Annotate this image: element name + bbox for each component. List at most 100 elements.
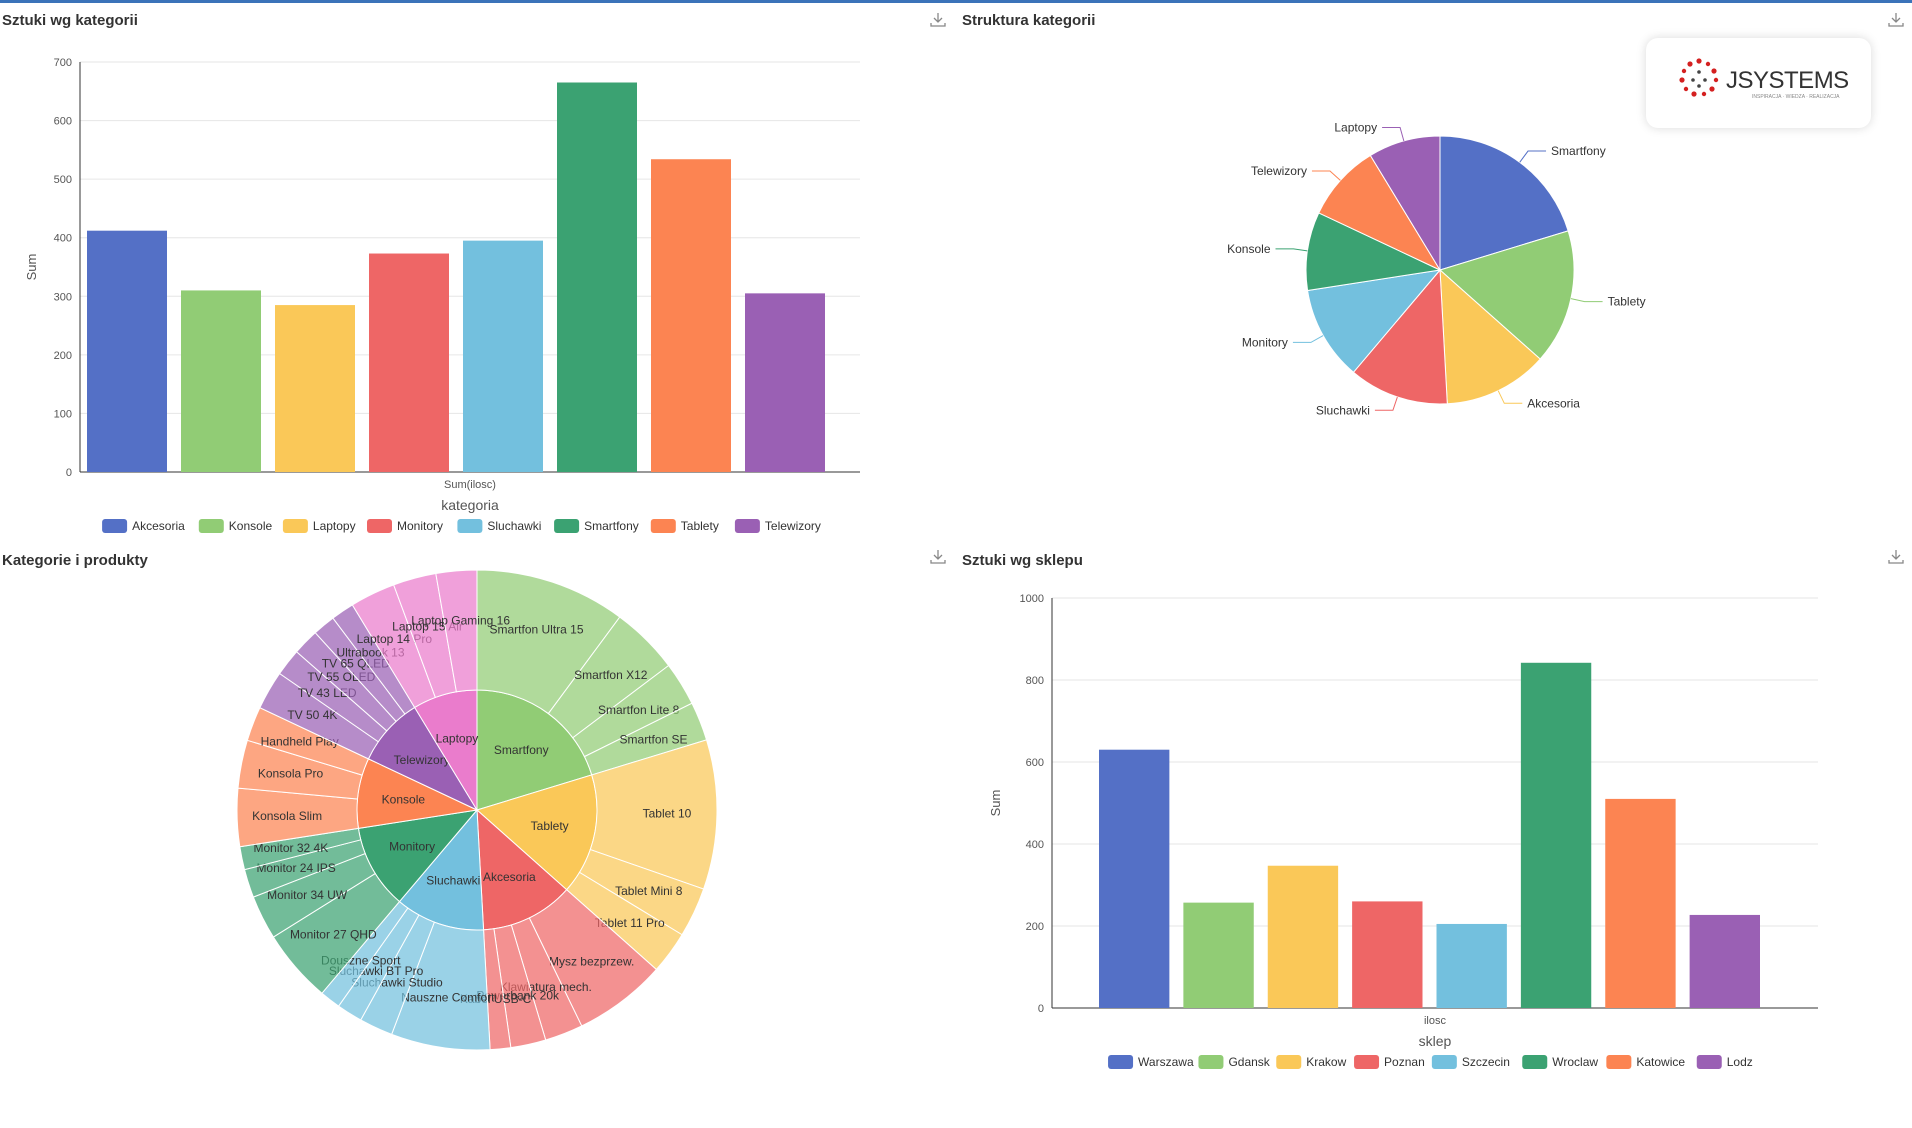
bar-monitory [369,253,449,472]
legend-item-poznan: Poznan [1384,1055,1425,1069]
y-tick-label: 400 [1026,839,1044,851]
pie-label-akcesoria: Akcesoria [1527,396,1580,410]
legend-item-smartfony: Smartfony [584,519,639,533]
legend-item-katowice: Katowice [1636,1055,1685,1069]
sunburst-product-label: Konsola Slim [252,809,322,823]
sunburst-product-label: Tablet 10 [643,807,692,821]
y-axis-label: Sum [988,790,1003,817]
sunburst-product-label: Laptop Gaming 16 [411,614,510,628]
panel-title: Sztuki wg sklepu [962,552,1083,569]
panel-kategorie-i-produkty: Kategorie i produkty [0,540,960,1128]
pie-label-konsole: Konsole [1227,242,1271,256]
sunburst-product-segment [589,739,718,890]
bar-sluchawki [463,240,543,472]
y-tick-label: 0 [66,467,72,479]
logo-tagline: INSPIRACJA · WIEDZA · REALIZACJA [1752,94,1840,100]
y-tick-label: 500 [54,174,72,186]
legend-swatch [457,519,483,533]
sunburst-product-label: Smartfon SE [620,733,688,747]
legend-item-konsole: Konsole [229,519,273,533]
pie-slice-tablety [1439,230,1575,360]
legend-swatch [198,519,224,533]
x-category-label: Sum(ilosc) [444,479,496,491]
pie-label-line [1311,170,1341,181]
legend-swatch [554,519,580,533]
y-tick-label: 600 [54,116,72,128]
y-tick-label: 600 [1026,757,1044,769]
legend-swatch [1696,1055,1722,1069]
x-axis-label: kategoria [441,497,499,513]
y-axis-label: Sum [24,254,39,281]
pie-label-line [1292,335,1324,343]
legend-item-sluchawki: Sluchawki [487,519,541,533]
sunburst-chart-produkty: Smartfon Ultra 15 Smartfon X12 Smartfon Li… [236,569,718,1051]
panel-title: Struktura kategorii [962,12,1096,29]
legend-swatch [367,519,392,533]
bar-konsole [181,290,261,472]
legend-item-telewizory: Telewizory [765,519,821,533]
y-tick-label: 700 [54,57,72,69]
legend-swatch [1522,1055,1548,1069]
bar-wroclaw [1520,662,1592,1008]
jsystems-logo: JSYSTEMS INSPIRACJA · WIEDZA · REALIZACJ… [1646,38,1871,128]
legend-item-wroclaw: Wroclaw [1552,1055,1598,1069]
y-tick-label: 0 [1038,1003,1044,1015]
download-icon[interactable] [1887,548,1905,566]
x-category-label: ilosc [1424,1015,1447,1027]
legend-swatch [1606,1055,1632,1069]
sunburst-category-label: Sluchawki [426,874,480,888]
bar-akcesoria [87,230,167,472]
sunburst-product-label: TV 50 4K [287,708,337,722]
pie-label-tablety: Tablety [1608,295,1646,309]
bar-warszawa [1099,749,1170,1008]
download-icon[interactable] [1887,11,1905,29]
y-tick-label: 300 [54,291,72,303]
legend-item-krakow: Krakow [1306,1055,1346,1069]
legend-swatch [1354,1055,1380,1069]
bar-krakow [1267,865,1339,1008]
pie-label-monitory: Monitory [1242,335,1288,349]
jsystems-logo-graphic: JSYSTEMS INSPIRACJA · WIEDZA · REALIZACJ… [1679,58,1849,100]
legend-swatch [1431,1055,1457,1069]
pie-label-line [1570,298,1603,303]
sunburst-category-label: Akcesoria [483,870,536,884]
y-tick-label: 1000 [1020,593,1044,605]
sunburst-product-label: Tablet Mini 8 [615,884,683,898]
sunburst-product-label: Konsola Pro [258,767,324,781]
sunburst-product-label: Monitor 27 QHD [290,927,377,941]
sunburst-category-label: Telewizory [394,753,450,767]
bar-chart-sklepy: 0 200 400 600 800 1000 Sum ilosc sklep Warszawa Gd… [988,593,1818,1069]
pie-label-line [1374,396,1398,411]
sunburst-product-label: Smartfon X12 [574,668,648,682]
legend-swatch [1198,1055,1224,1069]
sunburst-product-segment [476,569,621,715]
sunburst-product-label: Monitor 32 4K [254,841,329,855]
download-icon[interactable] [929,11,947,29]
x-axis-label: sklep [1419,1033,1452,1049]
pie-label-line [1519,150,1547,163]
y-tick-label: 800 [1026,675,1044,687]
download-icon[interactable] [929,548,947,566]
legend-swatch [102,519,128,533]
sunburst-category-label: Smartfony [494,743,549,757]
pie-slice-telewizory [1318,154,1442,272]
legend-swatch [734,519,760,533]
sunburst-product-label: Nauszne Comfort [401,991,495,1005]
sunburst-product-label: Smartfon Ultra 15 [489,623,583,637]
legend-item-laptopy: Laptopy [313,519,356,533]
pie-label-line [1382,126,1405,142]
sunburst-product-segment [435,569,478,693]
sunburst-product-label: Tablet 11 Pro [595,916,665,930]
y-tick-label: 200 [54,350,72,362]
legend-swatch [1108,1055,1134,1069]
legend-item-warszawa: Warszawa [1138,1055,1194,1069]
bar-szczecin [1436,923,1507,1008]
pie-label-sluchawki: Sluchawki [1316,403,1370,417]
legend-swatch [650,519,676,533]
pie-label-line [1275,248,1308,252]
top-accent-bar [0,0,1912,3]
sunburst-product-label: Handheld Play [261,735,339,749]
sunburst-category-label: Tablety [531,819,569,833]
y-tick-label: 200 [1026,921,1044,933]
panel-struktura-kategorii: Struktura kategorii [960,0,1912,540]
